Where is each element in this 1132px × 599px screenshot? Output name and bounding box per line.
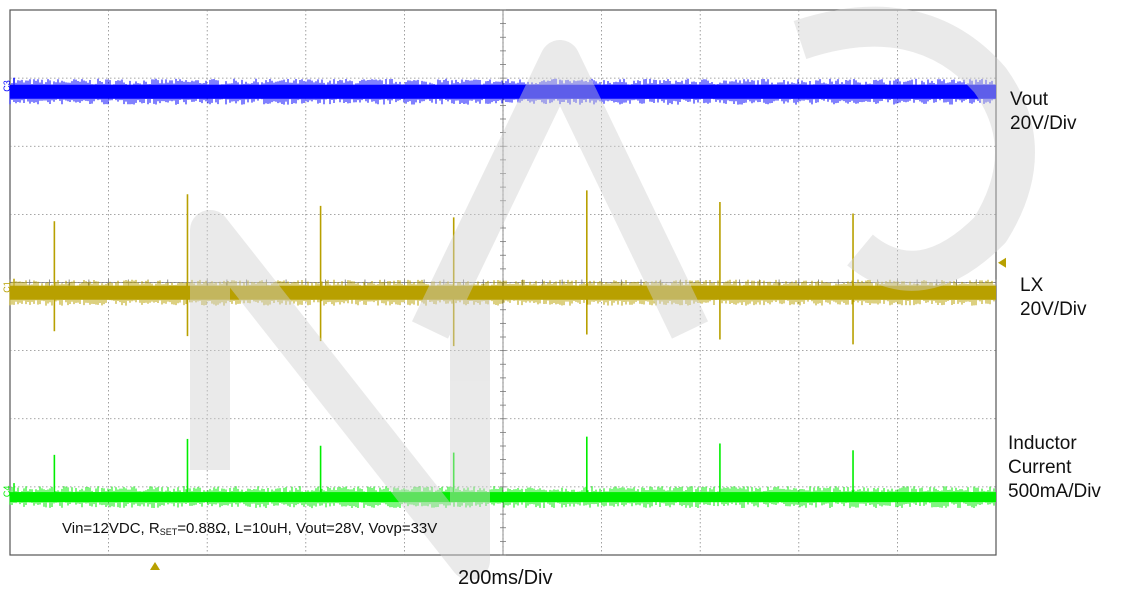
channel-marker-text: C1 [2, 281, 12, 293]
test-conditions-annotation: Vin=12VDC, RSET=0.88Ω, L=10uH, Vout=28V,… [62, 520, 437, 537]
channel-marker-text: C4 [2, 486, 12, 498]
trace-lx [9, 190, 996, 347]
trace-band [10, 492, 996, 503]
trace-noise [9, 78, 995, 105]
vout-label: Vout 20V/Div [1010, 88, 1077, 136]
trigger-position-marker [150, 562, 160, 570]
lx-label-name: LX [1020, 275, 1044, 296]
trace-vout [9, 78, 996, 105]
vout-label-scale: 20V/Div [1010, 113, 1077, 134]
vout-label-name: Vout [1010, 89, 1049, 110]
inductor-current-label-scale: 500mA/Div [1008, 481, 1101, 502]
cond-part-1: Vin=12VDC, R [62, 520, 160, 537]
trace-noise [9, 279, 995, 306]
x-axis-scale-label: 200ms/Div [458, 567, 553, 589]
cond-part-2: =0.88Ω, L=10uH, Vout=28V, Vovp=33V [177, 520, 438, 537]
trace-noise [9, 486, 995, 509]
lx-label-scale: 20V/Div [1020, 299, 1087, 320]
channel-marker-c1: C1 [2, 278, 15, 295]
trigger-level-marker [998, 257, 1006, 268]
trace-inductor-current [9, 436, 996, 509]
channel-marker-c3: C3 [2, 77, 15, 94]
channel-markers: C3 C1 C4 [2, 77, 1006, 570]
inductor-current-label-line1: Inductor [1008, 433, 1077, 454]
cond-subscript: SET [159, 527, 178, 537]
inductor-current-label: Inductor Current 500mA/Div [1008, 432, 1101, 504]
channel-marker-c4: C4 [2, 483, 15, 500]
channel-marker-text: C3 [2, 80, 12, 92]
inductor-current-label-line2: Current [1008, 457, 1072, 478]
traces [9, 78, 996, 509]
lx-label: LX 20V/Div [1020, 274, 1087, 322]
